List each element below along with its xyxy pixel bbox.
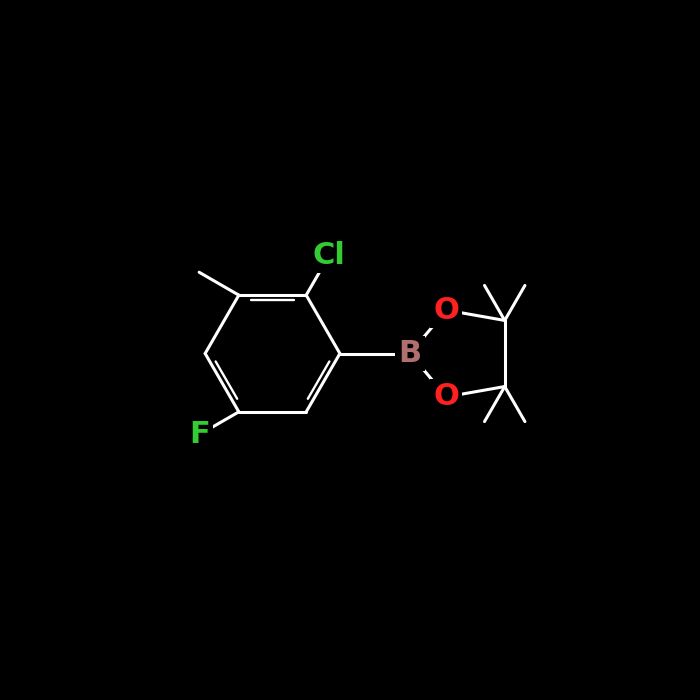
Text: O: O (433, 382, 459, 412)
Text: F: F (189, 420, 209, 449)
Text: O: O (433, 295, 459, 325)
Text: B: B (398, 339, 421, 368)
Text: Cl: Cl (313, 241, 346, 270)
